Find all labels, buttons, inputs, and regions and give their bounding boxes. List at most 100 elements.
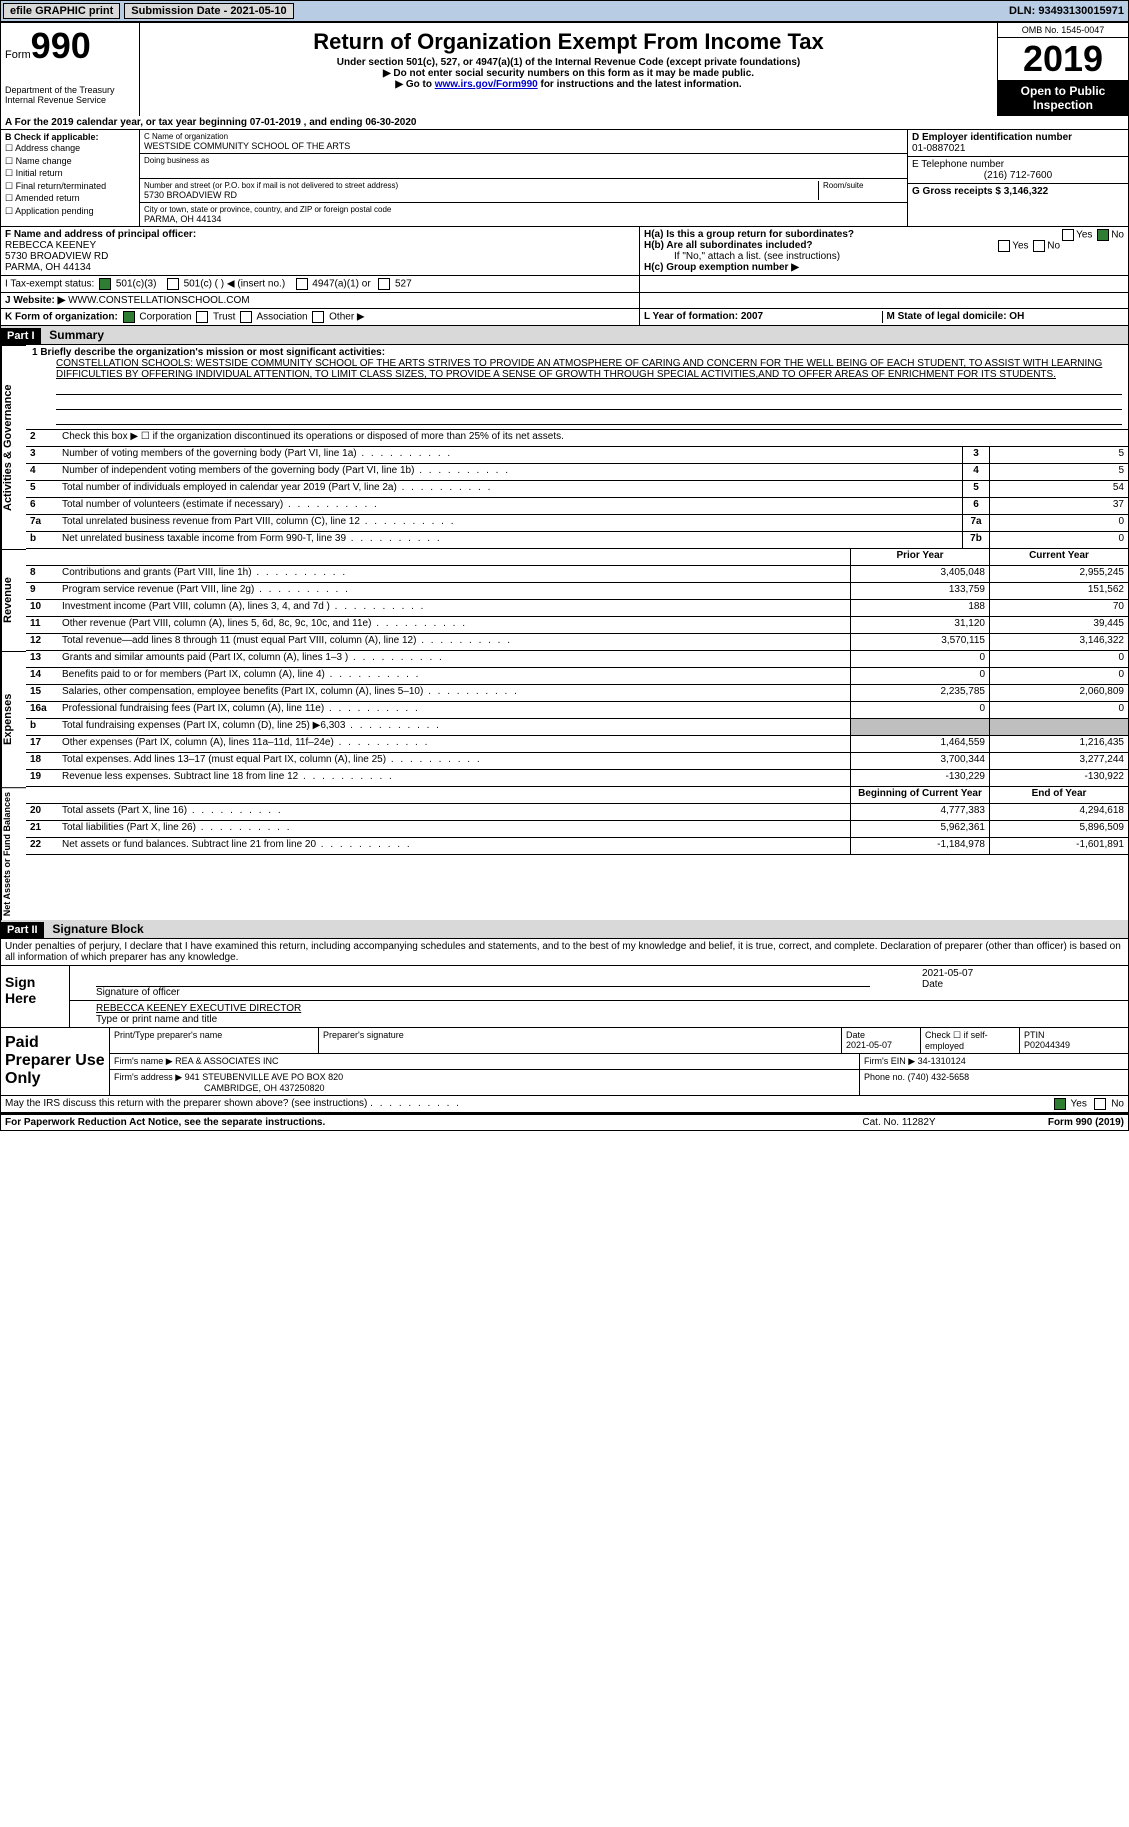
- box-d: D Employer identification number 01-0887…: [907, 130, 1128, 226]
- exp-line-b: bTotal fundraising expenses (Part IX, co…: [26, 719, 1128, 736]
- part1-title: Summary: [43, 326, 110, 344]
- self-employed: Check ☐ if self-employed: [921, 1028, 1020, 1053]
- chk-assoc[interactable]: [240, 311, 252, 323]
- chk-501c[interactable]: [167, 278, 179, 290]
- irs-link[interactable]: www.irs.gov/Form990: [435, 79, 538, 90]
- officer-label: F Name and address of principal officer:: [5, 229, 635, 240]
- chk-name[interactable]: ☐ Name change: [5, 155, 135, 168]
- sig-date: 2021-05-07: [922, 968, 1122, 979]
- prep-date-hdr: Date: [846, 1030, 865, 1040]
- row-i: I Tax-exempt status: 501(c)(3) 501(c) ( …: [1, 276, 639, 292]
- chk-initial[interactable]: ☐ Initial return: [5, 167, 135, 180]
- vert-expenses: Expenses: [1, 651, 26, 787]
- discuss-no[interactable]: [1094, 1098, 1106, 1110]
- form-year-box: OMB No. 1545-0047 2019 Open to Public In…: [997, 23, 1128, 116]
- row-j: J Website: ▶ WWW.CONSTELLATIONSCHOOL.COM: [1, 293, 639, 308]
- chk-4947[interactable]: [296, 278, 308, 290]
- line2: Check this box ▶ ☐ if the organization d…: [58, 430, 1128, 446]
- efile-print-button[interactable]: efile GRAPHIC print: [3, 3, 120, 19]
- ha-no[interactable]: [1097, 229, 1109, 241]
- hdr-current-year: Current Year: [989, 549, 1128, 565]
- top-bar: efile GRAPHIC print Submission Date - 20…: [0, 0, 1129, 22]
- chk-corp[interactable]: [123, 311, 135, 323]
- dln-label: DLN: 93493130015971: [1005, 4, 1128, 18]
- dba-label: Doing business as: [144, 156, 903, 165]
- vert-revenue: Revenue: [1, 549, 26, 651]
- city-state-zip: PARMA, OH 44134: [144, 214, 903, 224]
- gross-receipts: G Gross receipts $ 3,146,322: [912, 186, 1124, 197]
- firm-ein: 34-1310124: [918, 1056, 966, 1066]
- net-line-21: 21Total liabilities (Part X, line 26)5,9…: [26, 821, 1128, 838]
- form-identifier-box: Form990 Department of the Treasury Inter…: [1, 23, 140, 116]
- chk-address[interactable]: ☐ Address change: [5, 142, 135, 155]
- gov-line-b: bNet unrelated business taxable income f…: [26, 532, 1128, 549]
- open-to-public: Open to Public Inspection: [998, 80, 1128, 116]
- paid-preparer-label: Paid Preparer Use Only: [1, 1028, 109, 1095]
- hb-yes[interactable]: [998, 240, 1010, 252]
- exp-line-14: 14Benefits paid to or for members (Part …: [26, 668, 1128, 685]
- ein-label: D Employer identification number: [912, 132, 1124, 143]
- chk-pending[interactable]: ☐ Application pending: [5, 205, 135, 218]
- year-formation: L Year of formation: 2007: [644, 311, 882, 323]
- ha-label: H(a) Is this a group return for subordin…: [644, 229, 854, 240]
- gov-line-7a: 7aTotal unrelated business revenue from …: [26, 515, 1128, 532]
- discuss-yes[interactable]: [1054, 1098, 1066, 1110]
- firm-ein-label: Firm's EIN ▶: [864, 1056, 915, 1066]
- hc-label: H(c) Group exemption number ▶: [644, 262, 1124, 273]
- website-label: J Website: ▶: [5, 295, 65, 306]
- officer-typed-name: REBECCA KEENEY EXECUTIVE DIRECTOR: [96, 1003, 1122, 1014]
- gov-line-6: 6Total number of volunteers (estimate if…: [26, 498, 1128, 515]
- box-b-title: B Check if applicable:: [5, 132, 135, 142]
- dept-treasury: Department of the Treasury Internal Reve…: [5, 85, 135, 105]
- hb-no[interactable]: [1033, 240, 1045, 252]
- irs-discuss-q: May the IRS discuss this return with the…: [5, 1098, 367, 1109]
- exp-line-18: 18Total expenses. Add lines 13–17 (must …: [26, 753, 1128, 770]
- form-number: 990: [31, 25, 91, 66]
- vert-governance: Activities & Governance: [1, 345, 26, 549]
- street-label: Number and street (or P.O. box if mail i…: [144, 181, 818, 190]
- firm-addr: 941 STEUBENVILLE AVE PO BOX 820: [185, 1072, 343, 1082]
- org-name: WESTSIDE COMMUNITY SCHOOL OF THE ARTS: [144, 141, 903, 151]
- exp-line-15: 15Salaries, other compensation, employee…: [26, 685, 1128, 702]
- rev-line-10: 10Investment income (Part VIII, column (…: [26, 600, 1128, 617]
- chk-501c3[interactable]: [99, 278, 111, 290]
- line-a-period: A For the 2019 calendar year, or tax yea…: [0, 116, 1129, 130]
- ein-value: 01-0887021: [912, 143, 1124, 154]
- box-h: H(a) Is this a group return for subordin…: [639, 227, 1128, 275]
- exp-line-13: 13Grants and similar amounts paid (Part …: [26, 651, 1128, 668]
- street-address: 5730 BROADVIEW RD: [144, 190, 818, 200]
- form-subtitle: Under section 501(c), 527, or 4947(a)(1)…: [144, 57, 993, 68]
- row-k: K Form of organization: Corporation Trus…: [1, 309, 639, 325]
- note2-pre: ▶ Go to: [395, 79, 434, 90]
- form-title: Return of Organization Exempt From Incom…: [144, 29, 993, 55]
- cat-no: Cat. No. 11282Y: [824, 1117, 974, 1128]
- chk-amended[interactable]: ☐ Amended return: [5, 192, 135, 205]
- mission-text: CONSTELLATION SCHOOLS: WESTSIDE COMMUNIT…: [56, 358, 1122, 380]
- chk-527[interactable]: [378, 278, 390, 290]
- tax-year: 2019: [998, 38, 1128, 80]
- part1-header: Part I: [1, 328, 41, 344]
- gov-line-3: 3Number of voting members of the governi…: [26, 447, 1128, 464]
- chk-other[interactable]: [312, 311, 324, 323]
- firm-phone-label: Phone no.: [864, 1072, 905, 1082]
- gov-line-5: 5Total number of individuals employed in…: [26, 481, 1128, 498]
- sig-date-label: Date: [922, 979, 1122, 990]
- officer-name: REBECCA KEENEY: [5, 240, 635, 251]
- officer-addr1: 5730 BROADVIEW RD: [5, 251, 635, 262]
- preparer-name-hdr: Print/Type preparer's name: [110, 1028, 319, 1053]
- mission-block: 1 Briefly describe the organization's mi…: [26, 345, 1128, 430]
- chk-trust[interactable]: [196, 311, 208, 323]
- vert-net-assets: Net Assets or Fund Balances: [1, 787, 26, 920]
- rev-line-9: 9Program service revenue (Part VIII, lin…: [26, 583, 1128, 600]
- omb-number: OMB No. 1545-0047: [998, 23, 1128, 38]
- preparer-sig-hdr: Preparer's signature: [319, 1028, 842, 1053]
- sig-officer-label: Signature of officer: [76, 987, 910, 998]
- part2-header: Part II: [1, 922, 44, 938]
- exp-line-16a: 16aProfessional fundraising fees (Part I…: [26, 702, 1128, 719]
- state-domicile: M State of legal domicile: OH: [882, 311, 1125, 323]
- chk-final[interactable]: ☐ Final return/terminated: [5, 180, 135, 193]
- box-c: C Name of organization WESTSIDE COMMUNIT…: [140, 130, 907, 226]
- tax-status-label: I Tax-exempt status:: [5, 279, 94, 290]
- ha-yes[interactable]: [1062, 229, 1074, 241]
- rev-line-8: 8Contributions and grants (Part VIII, li…: [26, 566, 1128, 583]
